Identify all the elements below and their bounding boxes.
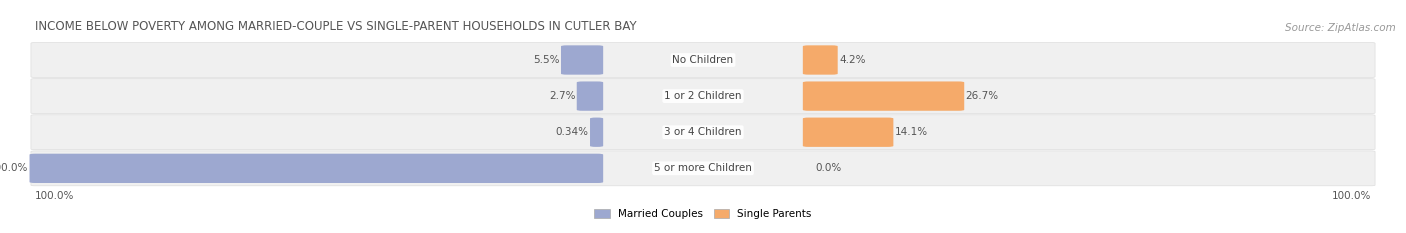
- Text: 2.7%: 2.7%: [548, 91, 575, 101]
- Text: 100.0%: 100.0%: [1331, 191, 1371, 201]
- Text: 26.7%: 26.7%: [966, 91, 998, 101]
- Text: 0.34%: 0.34%: [555, 127, 589, 137]
- Text: 3 or 4 Children: 3 or 4 Children: [664, 127, 742, 137]
- Text: 14.1%: 14.1%: [894, 127, 928, 137]
- Text: INCOME BELOW POVERTY AMONG MARRIED-COUPLE VS SINGLE-PARENT HOUSEHOLDS IN CUTLER : INCOME BELOW POVERTY AMONG MARRIED-COUPL…: [35, 20, 637, 33]
- Text: 100.0%: 100.0%: [35, 191, 75, 201]
- Text: 4.2%: 4.2%: [839, 55, 866, 65]
- Text: Source: ZipAtlas.com: Source: ZipAtlas.com: [1285, 23, 1396, 33]
- Text: No Children: No Children: [672, 55, 734, 65]
- Text: 0.0%: 0.0%: [815, 163, 842, 173]
- Legend: Married Couples, Single Parents: Married Couples, Single Parents: [591, 205, 815, 223]
- Text: 1 or 2 Children: 1 or 2 Children: [664, 91, 742, 101]
- Text: 5 or more Children: 5 or more Children: [654, 163, 752, 173]
- Text: 5.5%: 5.5%: [533, 55, 560, 65]
- Text: 100.0%: 100.0%: [0, 163, 28, 173]
